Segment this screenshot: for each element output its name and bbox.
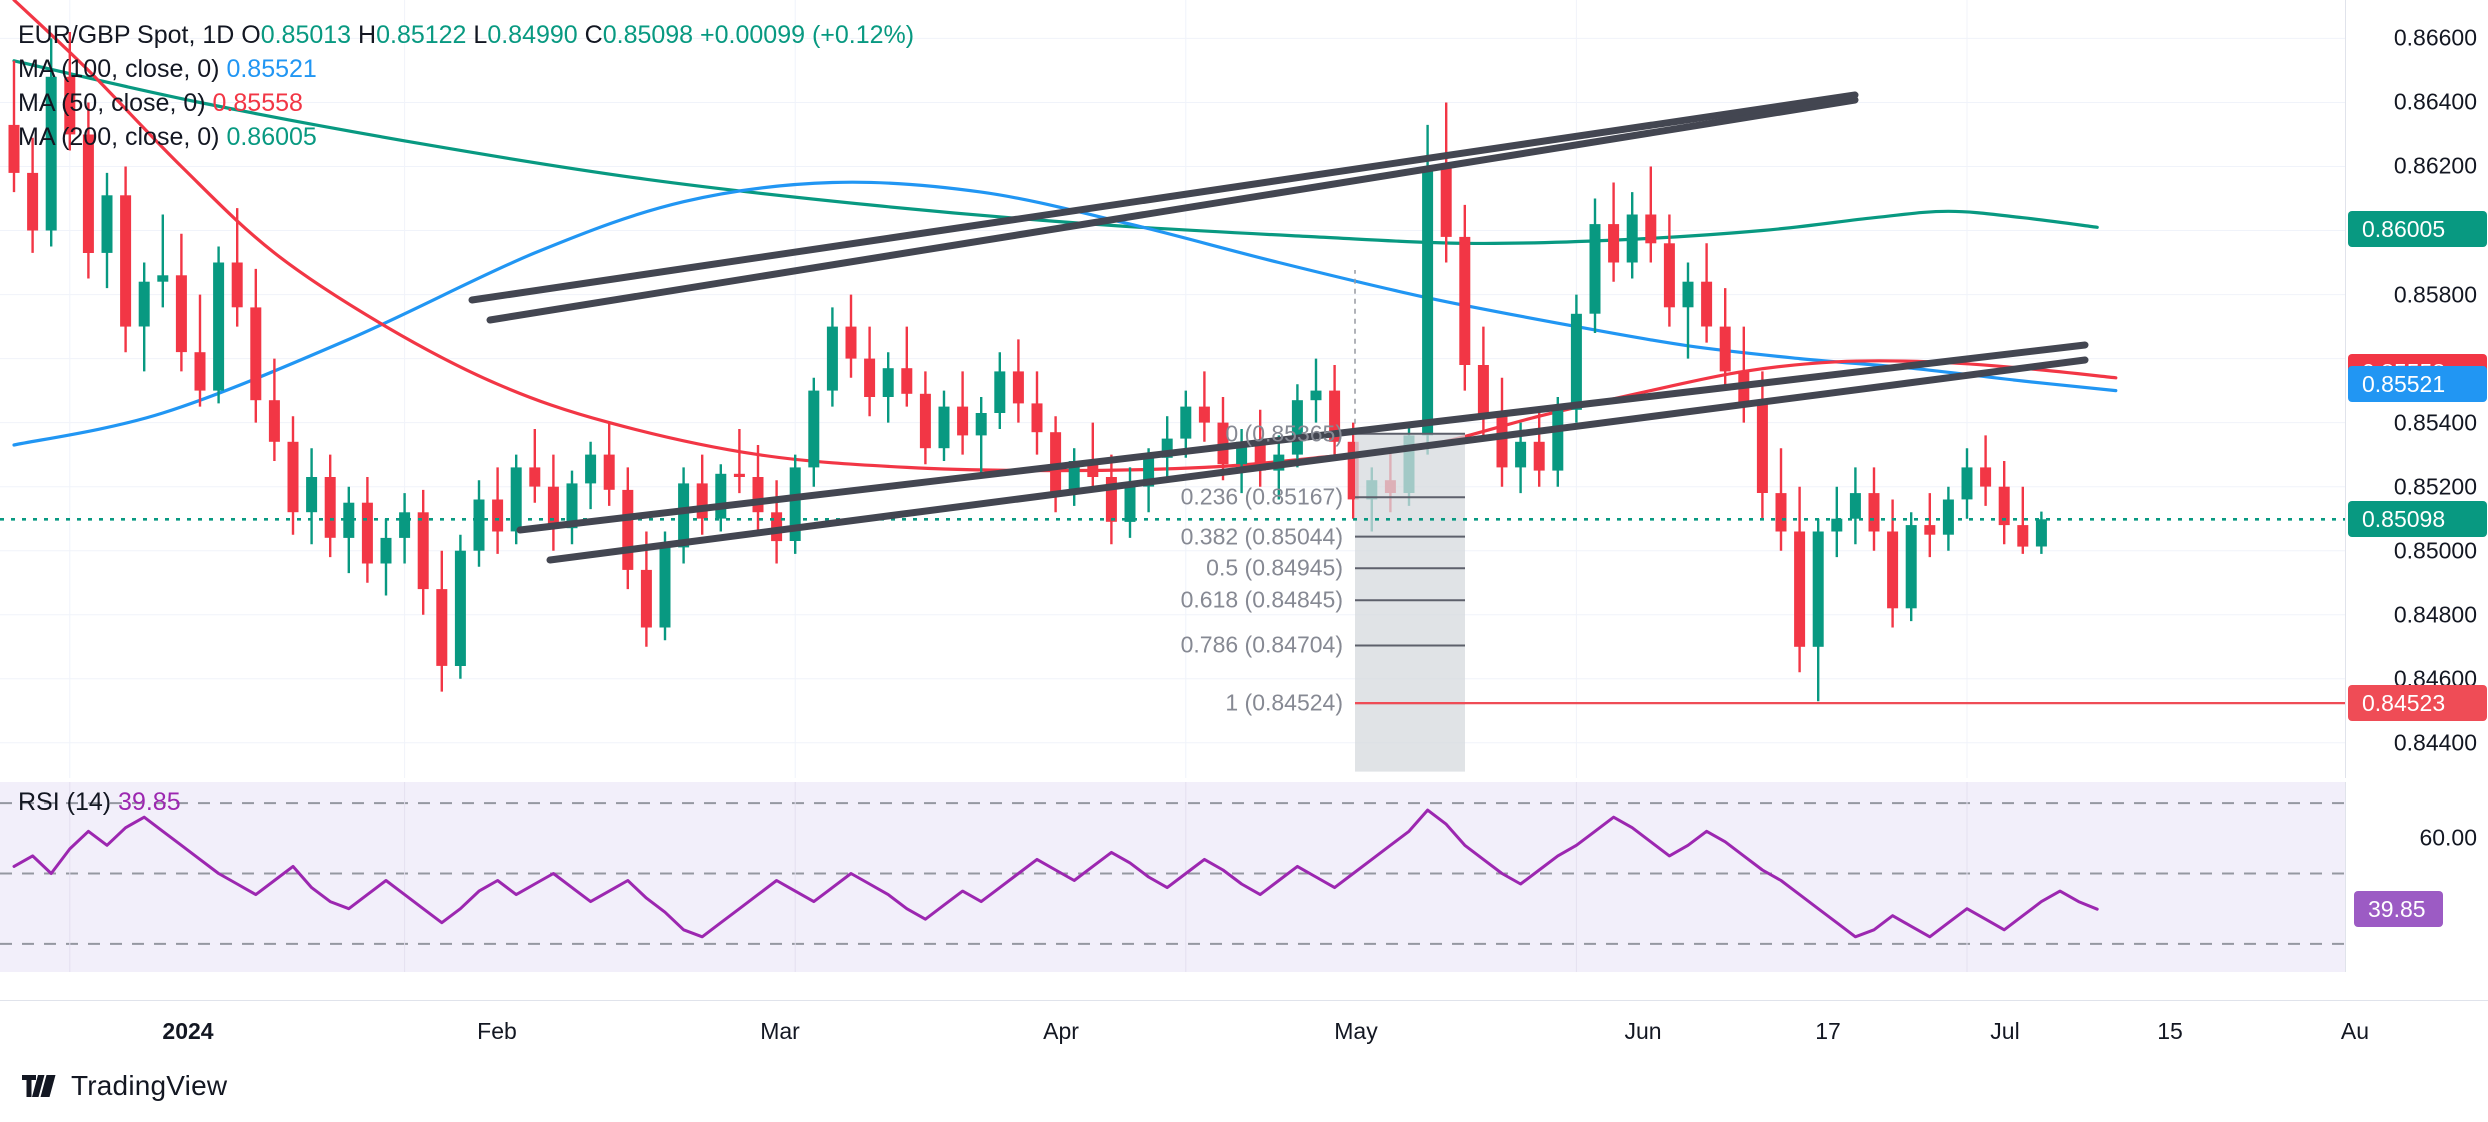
ohlc-open-value: 0.85013	[260, 21, 352, 49]
tradingview-watermark[interactable]: TradingView	[22, 1070, 227, 1102]
fib-low-price-badge[interactable]: 0.84523	[2348, 685, 2487, 722]
ma50-value: 0.85558	[212, 89, 303, 117]
ohlc-high-label: H	[358, 21, 377, 49]
ohlc-low-label: L	[473, 21, 488, 49]
tradingview-logo-icon	[22, 1073, 58, 1099]
ohlc-close-value: 0.85098	[602, 21, 694, 49]
ma200-value: 0.86005	[226, 123, 317, 151]
ma100-line	[12, 180, 2118, 447]
time-axis[interactable]: 2024 Feb Mar Apr May Jun 17 Jul 15 Au	[0, 1000, 2488, 1059]
ma200-price-badge[interactable]: 0.86005	[2348, 210, 2487, 247]
fibonacci-retracement	[1354, 270, 2345, 772]
ma100-name: MA (100, close, 0)	[18, 55, 220, 83]
last-price-badge[interactable]: 0.85098	[2348, 501, 2487, 538]
price-pane[interactable]	[0, 0, 2345, 778]
legend-ma200-row[interactable]: MA (200, close, 0) 0.86005	[18, 120, 914, 154]
rsi-axis[interactable]: 60.00 39.85	[2345, 782, 2488, 972]
price-axis-tick: 0.85800	[2393, 281, 2477, 308]
rsi-name: RSI (14)	[18, 788, 112, 816]
rsi-legend-row[interactable]: RSI (14) 39.85	[18, 785, 181, 819]
price-axis-tick: 0.85200	[2393, 473, 2477, 500]
time-axis-tick: Mar	[760, 1018, 800, 1044]
time-axis-tick: Feb	[477, 1018, 517, 1044]
rsi-plot	[0, 782, 2345, 972]
legend-ma100-row[interactable]: MA (100, close, 0) 0.85521	[18, 52, 914, 86]
price-axis-tick: 0.86200	[2393, 152, 2477, 179]
rsi-pane[interactable]	[0, 782, 2345, 972]
ma100-price-badge[interactable]: 0.85521	[2348, 365, 2487, 402]
rsi-value-badge[interactable]: 39.85	[2354, 891, 2443, 928]
time-axis-tick: May	[1334, 1018, 1378, 1044]
rsi-value: 39.85	[118, 788, 181, 816]
price-axis-tick: 0.85000	[2393, 537, 2477, 564]
price-plot[interactable]	[0, 0, 2345, 778]
time-axis-tick: Au	[2340, 1018, 2370, 1044]
fib-level-label: 0.5 (0.84945)	[1206, 554, 1343, 581]
ohlc-change-value: +0.00099	[700, 21, 806, 49]
time-axis-tick: 2024	[162, 1018, 214, 1044]
legend-symbol-row[interactable]: EUR/GBP Spot, 1D O0.85013 H0.85122 L0.84…	[18, 18, 914, 52]
fib-level-label: 0.236 (0.85167)	[1180, 483, 1343, 510]
price-axis-tick: 0.84800	[2393, 601, 2477, 628]
upper-channel-line	[486, 96, 1859, 324]
tradingview-brand-label: TradingView	[71, 1070, 228, 1101]
time-axis-tick: Apr	[1043, 1018, 1079, 1044]
time-axis-tick: 15	[2157, 1018, 2183, 1044]
ohlc-open-label: O	[241, 21, 261, 49]
rsi-axis-tick: 60.00	[2419, 824, 2477, 851]
price-axis-tick: 0.86600	[2393, 24, 2477, 51]
legend-ma50-row[interactable]: MA (50, close, 0) 0.85558	[18, 86, 914, 120]
time-axis-tick: 17	[1815, 1018, 1841, 1044]
price-axis-tick: 0.84400	[2393, 729, 2477, 756]
fib-level-label: 0.382 (0.85044)	[1180, 523, 1343, 550]
price-axis-tick: 0.86400	[2393, 88, 2477, 115]
fib-level-label: 0.786 (0.84704)	[1180, 631, 1343, 658]
time-axis-tick: Jul	[1990, 1018, 2020, 1044]
wedge-lower-line	[516, 341, 2089, 534]
rsi-legend[interactable]: RSI (14) 39.85	[18, 785, 181, 819]
rsi-line	[12, 808, 2099, 939]
ohlc-change-percent: (+0.12%)	[811, 21, 915, 49]
ma100-value: 0.85521	[226, 55, 317, 83]
lower-channel-line	[546, 356, 2089, 564]
ma200-name: MA (200, close, 0)	[18, 123, 220, 151]
wedge-upper-line	[468, 91, 1859, 304]
fib-level-label: 1 (0.84524)	[1225, 689, 1343, 716]
ma200-line	[12, 59, 2099, 246]
price-axis-tick: 0.85400	[2393, 409, 2477, 436]
price-axis[interactable]: 0.86600 0.86400 0.86200 0.85800 0.85400 0.852…	[2345, 0, 2488, 778]
chart-legend: EUR/GBP Spot, 1D O0.85013 H0.85122 L0.84…	[18, 18, 914, 154]
fib-level-label: 0.618 (0.84845)	[1180, 586, 1343, 613]
time-axis-tick: Jun	[1624, 1018, 1662, 1044]
ma50-name: MA (50, close, 0)	[18, 89, 206, 117]
fib-level-label: 0 (0.85365)	[1225, 420, 1343, 447]
ohlc-close-label: C	[584, 21, 603, 49]
ohlc-low-value: 0.84990	[487, 21, 578, 49]
ohlc-high-value: 0.85122	[376, 21, 467, 49]
symbol-title[interactable]: EUR/GBP Spot, 1D	[18, 21, 235, 49]
